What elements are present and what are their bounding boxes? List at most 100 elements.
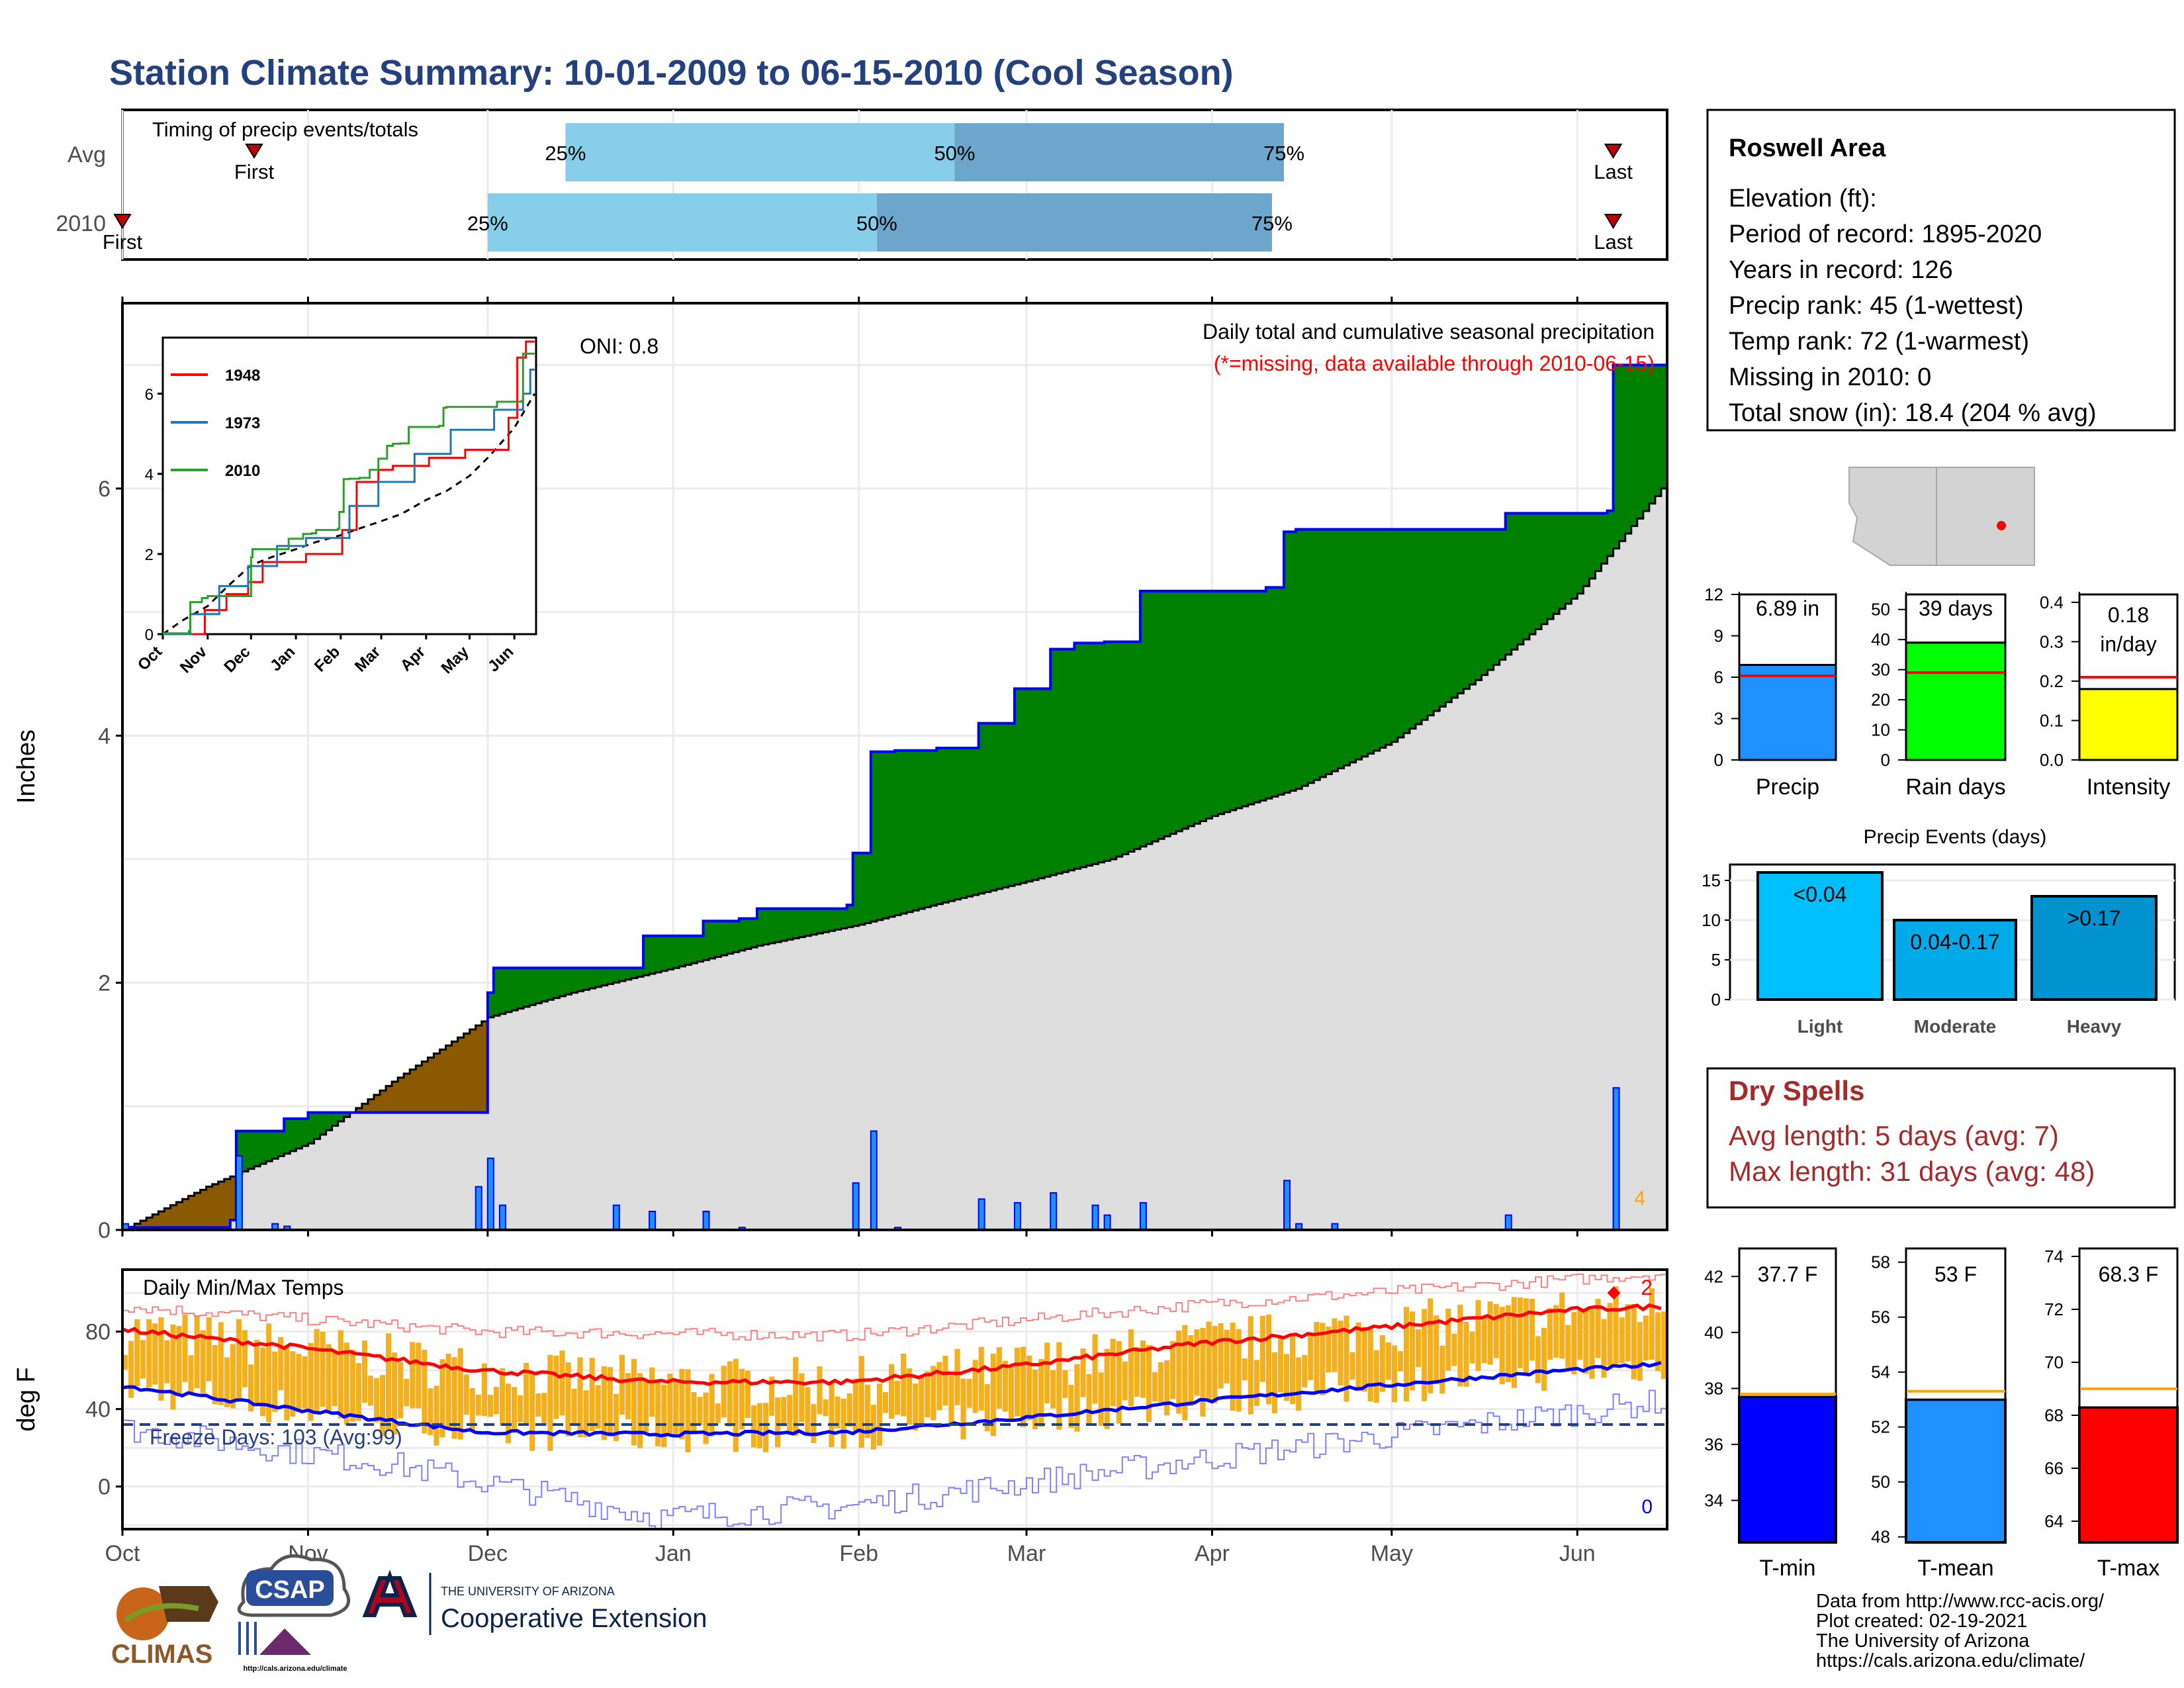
daily-temp-bar: [314, 1329, 320, 1413]
surplus-strip: [1242, 590, 1249, 806]
mini-temp-2-box: [2078, 1247, 2179, 1409]
surplus-strip: [1577, 513, 1584, 594]
surplus-strip: [577, 968, 584, 992]
daily-temp-bar: [1253, 1360, 1259, 1406]
surplus-strip: [1403, 529, 1410, 733]
daily-temp-bar: [343, 1342, 349, 1425]
daily-temp-bar: [272, 1351, 278, 1412]
daily-temp-bar: [1565, 1325, 1571, 1368]
surplus-strip: [655, 935, 662, 972]
month-label-jan: Jan: [655, 1541, 692, 1566]
daily-temp-bar: [416, 1342, 422, 1409]
mini-0-label: Precip: [1756, 774, 1819, 800]
surplus-strip: [242, 1131, 249, 1172]
daily-temp-bar: [1152, 1372, 1158, 1402]
timing-y2010-p50-label: 50%: [856, 212, 897, 235]
daily-temp-bar: [805, 1387, 811, 1436]
surplus-strip: [1439, 529, 1446, 707]
mini-temp-0-box: [1738, 1247, 1837, 1398]
daily-temp-bar: [200, 1330, 206, 1393]
deficit-strip: [134, 1223, 141, 1228]
temp-bars: [122, 1286, 1667, 1453]
timing-avg-p25-label: 25%: [545, 142, 586, 165]
surplus-strip: [1080, 643, 1087, 867]
surplus-strip: [1505, 513, 1512, 655]
daily-temp-bar: [1355, 1322, 1361, 1391]
daily-temp-bar: [1002, 1360, 1008, 1412]
inset-ytick-label: 6: [145, 386, 154, 404]
surplus-strip: [523, 968, 530, 1007]
mini-temp-1-bar: [1905, 1398, 2007, 1544]
daily-temp-bar: [1098, 1372, 1104, 1426]
deficit-strip: [439, 1049, 447, 1113]
mini-2-tick: 0.2: [2040, 671, 2064, 691]
daily-temp-bar: [709, 1374, 715, 1437]
surplus-strip: [1044, 688, 1051, 877]
surplus-strip: [1445, 529, 1452, 702]
daily-temp-bar: [1397, 1351, 1404, 1372]
mini-temp-1-box: [1905, 1247, 2007, 1401]
surplus-strip: [1176, 590, 1183, 831]
mini-1-tick: 30: [1871, 660, 1890, 680]
surplus-strip: [1271, 587, 1279, 797]
mini-2-value-line1: 0.18: [2108, 603, 2149, 627]
daily-temp-bar: [320, 1331, 326, 1407]
daily-temp-bar: [1343, 1315, 1349, 1402]
surplus-strip: [1613, 365, 1620, 549]
surplus-strip: [858, 853, 866, 925]
surplus-strip: [314, 1112, 321, 1139]
surplus-strip: [541, 968, 548, 1002]
inset-legend-label-1948: 1948: [225, 367, 260, 385]
surplus-strip: [709, 921, 716, 959]
surplus-strip: [1290, 532, 1297, 791]
inset-series-2010: [163, 352, 535, 635]
deficit-strip: [230, 1176, 237, 1221]
footer-url: https://cals.arizona.edu/climate/: [1816, 1650, 2085, 1671]
daily-temp-bar: [1074, 1364, 1080, 1432]
surplus-strip: [817, 908, 824, 933]
surplus-strip: [1182, 590, 1189, 829]
footer-data-source: Data from http://www.rcc-acis.org/: [1816, 1591, 2105, 1612]
surplus-strip: [302, 1119, 309, 1147]
daily-temp-bar: [984, 1383, 990, 1432]
daily-temp-bar: [1164, 1360, 1170, 1416]
normal-cumulative-area: [122, 489, 1667, 1230]
mini-0-bar: [1738, 663, 1837, 761]
surplus-strip: [1134, 641, 1141, 849]
daily-temp-bar: [1422, 1309, 1428, 1401]
surplus-strip: [1320, 529, 1326, 777]
daily-temp-bar: [410, 1342, 416, 1409]
surplus-strip: [829, 908, 836, 931]
surplus-strip: [1422, 529, 1428, 720]
daily-temp-bar: [559, 1350, 565, 1416]
page-title: Station Climate Summary: 10-01-2009 to 0…: [109, 53, 1234, 93]
surplus-strip: [1104, 641, 1111, 861]
surplus-strip: [595, 968, 602, 987]
daily-temp-bar: [1014, 1347, 1021, 1417]
events-tick-label: 10: [1702, 910, 1721, 930]
mini-temp-0-value: 37.7 F: [1758, 1262, 1818, 1286]
daily-temp-bar: [428, 1388, 433, 1436]
surplus-strip: [1326, 529, 1332, 774]
surplus-strip: [518, 968, 524, 1009]
daily-precip-bar: [612, 1204, 620, 1231]
deficit-strip: [140, 1221, 147, 1228]
deficit-strip: [200, 1190, 207, 1228]
daily-temp-bar: [1248, 1316, 1253, 1415]
deficit-strip: [212, 1184, 219, 1228]
surplus-strip: [613, 968, 620, 983]
surplus-strip: [1541, 513, 1548, 624]
deficit-strip: [380, 1090, 387, 1113]
mini-temp-2-tick: 66: [2044, 1458, 2064, 1478]
mini-2-tick: 0.1: [2040, 710, 2064, 730]
mini-temp-2-tick: 72: [2044, 1299, 2064, 1319]
daily-temp-bar: [404, 1378, 410, 1407]
daily-temp-bar: [1439, 1345, 1445, 1394]
surplus-strip: [787, 908, 794, 940]
daily-temp-bar: [876, 1383, 883, 1446]
mini-1-tick: 50: [1871, 600, 1890, 620]
surplus-strip: [643, 935, 650, 976]
surplus-strip: [882, 751, 889, 919]
daily-temp-bar: [493, 1387, 500, 1415]
station-info-frame: [1706, 109, 2176, 432]
